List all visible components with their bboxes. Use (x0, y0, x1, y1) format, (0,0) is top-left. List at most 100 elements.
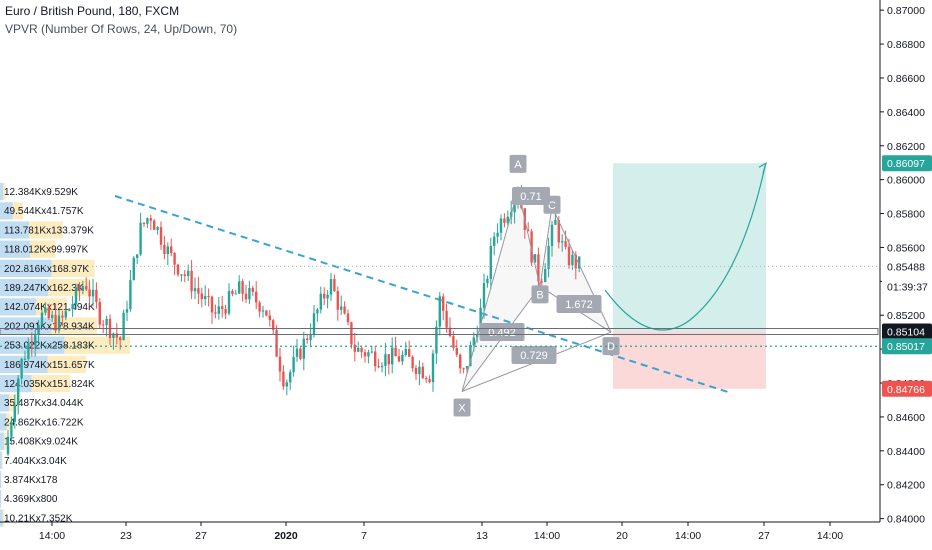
candle-body (170, 246, 173, 254)
candle-body (445, 310, 448, 328)
projection-arrowhead (758, 161, 768, 174)
candle-body (397, 356, 401, 362)
vp-row-label: 202.816Kx168.97K (4, 264, 89, 275)
vp-up-bar (0, 240, 31, 258)
price-label-bg (882, 155, 932, 172)
candle-body (153, 220, 156, 230)
candle-body (183, 274, 186, 276)
candle-body (435, 326, 438, 354)
candle-body (404, 349, 407, 355)
candle-body (193, 288, 197, 292)
harmonic-pattern: A B C D X 0.71 1.672 0.492 0.729 (453, 154, 620, 417)
candle-body (17, 378, 20, 406)
vp-down-bar (31, 375, 71, 393)
candle-body (61, 315, 64, 318)
candle-body (567, 246, 571, 266)
indicator-legend[interactable]: VPVR (Number Of Rows, 24, Up/Down, 70) (5, 22, 238, 36)
candle-body (248, 287, 251, 300)
candle-body (326, 294, 329, 299)
candle-body (302, 338, 305, 359)
x-tick-label: 20 (616, 530, 628, 542)
candle-body (105, 318, 108, 326)
x-tick-label: 7 (361, 530, 367, 542)
candle-body (547, 246, 550, 270)
vp-down-bar (30, 240, 56, 258)
candle-body (319, 293, 322, 310)
candle-body (265, 310, 268, 316)
candle-body (323, 293, 326, 299)
candle-body (285, 382, 288, 387)
vp-down-bar (3, 432, 7, 450)
candles (6, 185, 581, 456)
y-tick-label: 0.84600 (887, 412, 925, 424)
price-label-bg (882, 323, 932, 340)
candle-body (27, 343, 30, 359)
point-label-b: B (536, 289, 543, 301)
candle-body (20, 358, 23, 379)
candle-body (503, 218, 506, 223)
candle-body (346, 313, 350, 323)
candle-body (57, 315, 61, 331)
vp-up-bar (0, 451, 2, 469)
candle-body (34, 335, 37, 346)
candle-body (448, 327, 452, 337)
candle-body (255, 291, 258, 303)
candle-body (88, 289, 91, 297)
price-label-bg (882, 338, 932, 355)
vp-up-bar (0, 183, 4, 201)
candle-body (496, 232, 499, 237)
candle-body (91, 289, 95, 297)
candle-body (282, 371, 285, 387)
candle-body (10, 421, 13, 437)
candle-body (159, 227, 163, 245)
candle-body (530, 231, 533, 263)
vp-down-bar (47, 355, 87, 373)
vp-row-label: 15.408Kx9.024K (4, 437, 78, 448)
vp-up-bar (0, 471, 1, 489)
vp-row-label: 4.369Kx800 (4, 494, 58, 505)
candle-body (442, 296, 445, 311)
candle-body (51, 314, 54, 319)
price-label: 0.86097 (887, 158, 925, 170)
candle-body (459, 354, 462, 369)
price-label: 0.85017 (887, 341, 925, 353)
candle-body (238, 281, 241, 294)
vp-up-bar (0, 279, 49, 297)
candle-body (550, 224, 554, 247)
candle-body (64, 310, 67, 318)
vp-row-label: 49.544Kx41.757K (4, 206, 84, 217)
vp-row-label: 113.781Kx133.379K (4, 225, 94, 236)
candle-body (210, 296, 214, 313)
price-label-bg (882, 258, 932, 275)
vp-up-bar (0, 202, 13, 220)
candle-body (122, 312, 125, 341)
vp-row-label: 3.874Kx178 (4, 475, 58, 486)
candle-body (363, 352, 367, 357)
ratio-label-xd-bg (511, 346, 557, 364)
vp-down-bar (3, 183, 6, 201)
candle-body (513, 201, 516, 213)
candle-body (418, 366, 421, 375)
candle-body (217, 306, 220, 314)
candle-body (234, 293, 237, 295)
candle-body (343, 306, 346, 314)
ratio-label-bd-bg (556, 295, 602, 313)
x-tick-label: 27 (195, 530, 207, 542)
vp-down-bar (2, 509, 5, 527)
candle-body (387, 354, 390, 365)
vp-down-bar (28, 221, 63, 239)
vp-row-label: 35.487Kx34.044K (4, 398, 84, 409)
position-zones (604, 161, 768, 389)
point-label-c: C (548, 200, 556, 212)
candle-body (306, 338, 309, 340)
candle-body (391, 347, 394, 365)
candle-body (173, 253, 176, 265)
price-lines (0, 265, 879, 347)
price-label: 0.85488 (887, 261, 925, 273)
candle-body (207, 296, 210, 298)
candle-body (561, 241, 564, 243)
vp-up-bar (0, 375, 32, 393)
candle-body (129, 280, 132, 310)
